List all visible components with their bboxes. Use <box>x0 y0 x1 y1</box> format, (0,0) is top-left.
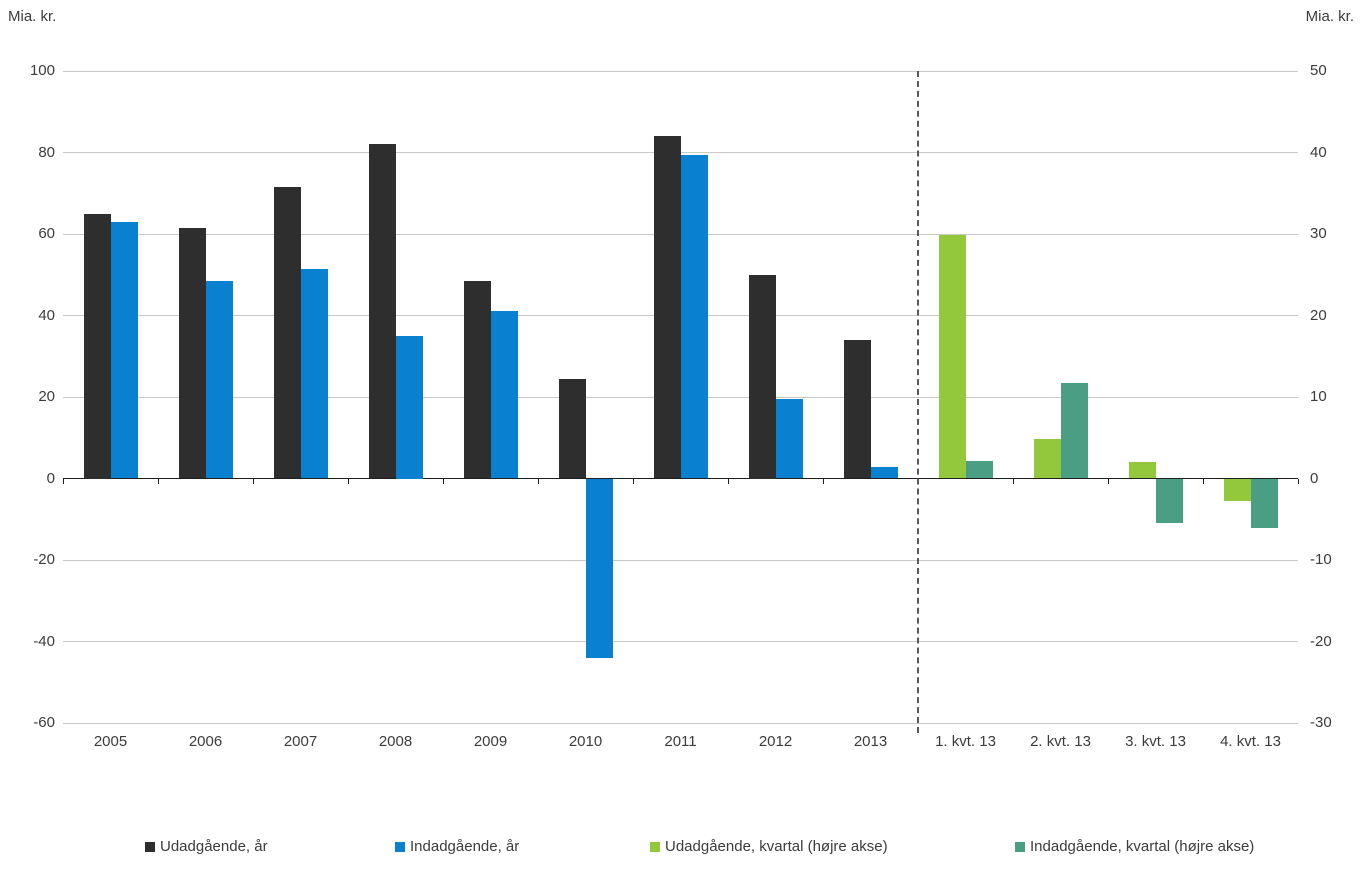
left-axis-tick-label: -60 <box>33 714 55 731</box>
x-axis-category-label: 3. kvt. 13 <box>1125 733 1186 750</box>
bar-indadgående-år <box>680 154 708 479</box>
bar-indadgående-kvartal-højre-akse- <box>1155 478 1183 523</box>
left-axis-tick-label: -40 <box>33 632 55 650</box>
left-axis-tick-label: 20 <box>38 388 55 405</box>
bar-udadgående-år <box>558 378 586 479</box>
right-axis-tick-label: 20 <box>1310 306 1327 324</box>
bar-indadgående-år <box>110 221 138 479</box>
legend-item: Indadgående, kvartal (højre akse) <box>1015 838 1254 855</box>
x-axis-tickmark <box>158 478 159 484</box>
x-axis-category-label: 2009 <box>473 733 508 750</box>
right-axis-unit-label: Mia. kr. <box>1305 8 1354 25</box>
bar-udadgående-år <box>83 213 111 479</box>
legend-item: Udadgående, år <box>145 838 268 855</box>
legend-item: Udadgående, kvartal (højre akse) <box>650 838 888 855</box>
bar-indadgående-år <box>870 467 898 479</box>
bar-udadgående-år <box>748 274 776 479</box>
x-axis-tickmark <box>1108 478 1109 484</box>
left-axis-tick-label: -20 <box>33 551 55 568</box>
x-axis-tickmark <box>1298 478 1299 484</box>
gridline <box>63 70 1298 72</box>
gridline <box>63 152 1298 153</box>
left-axis-tick-label: 80 <box>38 143 55 161</box>
bar-indadgående-år <box>395 335 423 479</box>
x-axis-category-label: 2006 <box>188 733 223 750</box>
legend-label: Udadgående, kvartal (højre akse) <box>665 838 888 855</box>
right-axis-tick-label: 40 <box>1310 143 1327 161</box>
right-axis-tick-label: -10 <box>1310 551 1332 568</box>
bar-udadgående-år <box>273 187 301 479</box>
x-axis-category-label: 2011 <box>664 733 697 750</box>
x-axis-tickmark <box>823 478 824 484</box>
right-axis-tick-label: 50 <box>1310 62 1327 79</box>
left-axis-tick-label: 0 <box>46 469 55 487</box>
bar-udadgående-kvartal-højre-akse- <box>1128 462 1156 479</box>
legend-item: Indadgående, år <box>395 838 519 855</box>
legend-swatch-icon <box>395 841 405 852</box>
right-axis-tick-label: 0 <box>1310 469 1319 487</box>
x-axis-tickmark <box>63 478 64 484</box>
x-axis-tickmark <box>1203 478 1204 484</box>
x-axis-category-label: 4. kvt. 13 <box>1220 733 1281 750</box>
bar-indadgående-år <box>205 280 233 479</box>
legend-swatch-icon <box>145 841 155 852</box>
bar-indadgående-år <box>775 399 803 479</box>
bar-indadgående-år <box>300 268 328 479</box>
right-axis-tick-label: 30 <box>1310 225 1327 242</box>
bar-indadgående-kvartal-højre-akse- <box>1250 478 1278 529</box>
gridline <box>63 559 1298 561</box>
x-axis-category-label: 2010 <box>568 733 603 750</box>
x-axis-tickmark <box>728 478 729 484</box>
gridline <box>63 722 1298 724</box>
legend-swatch-icon <box>1015 841 1025 852</box>
bar-udadgående-år <box>653 136 681 479</box>
bar-udadgående-år <box>178 227 206 479</box>
x-axis-category-label: 2. kvt. 13 <box>1030 733 1091 750</box>
bar-udadgående-kvartal-højre-akse- <box>938 234 966 479</box>
left-axis-tick-label: 100 <box>29 62 55 79</box>
x-axis-category-label: 2008 <box>378 733 413 750</box>
left-axis-tick-label: 60 <box>38 225 55 242</box>
legend-label: Udadgående, år <box>160 838 268 855</box>
legend-swatch-icon <box>650 841 660 852</box>
x-axis-line <box>63 478 1298 479</box>
bar-indadgående-kvartal-højre-akse- <box>965 460 993 479</box>
left-axis-tick-label: 40 <box>38 306 55 324</box>
gridline <box>63 641 1298 642</box>
legend-label: Indadgående, kvartal (højre akse) <box>1030 838 1255 855</box>
bar-udadgående-kvartal-højre-akse- <box>1223 478 1251 502</box>
bar-udadgående-kvartal-højre-akse- <box>1033 439 1061 479</box>
x-axis-tickmark <box>443 478 444 484</box>
x-axis-category-label: 2012 <box>758 733 793 750</box>
left-axis-unit-label: Mia. kr. <box>8 8 57 25</box>
x-axis-tickmark <box>253 478 254 484</box>
x-axis-category-label: 2013 <box>853 733 888 750</box>
bar-indadgående-år <box>585 478 613 658</box>
bar-indadgående-år <box>490 311 518 479</box>
right-axis-tick-label: 10 <box>1310 388 1327 405</box>
right-axis-tick-label: -30 <box>1310 714 1332 731</box>
x-axis-tickmark <box>348 478 349 484</box>
bar-udadgående-år <box>463 280 491 479</box>
bar-udadgående-år <box>368 144 396 479</box>
right-axis-tick-label: -20 <box>1310 632 1332 650</box>
x-axis-tickmark <box>633 478 634 484</box>
annual-quarterly-separator-line <box>917 71 919 733</box>
bar-udadgående-år <box>843 339 871 479</box>
x-axis-category-label: 1. kvt. 13 <box>935 733 996 750</box>
legend-label: Indadgående, år <box>410 838 520 855</box>
x-axis-tickmark <box>538 478 539 484</box>
x-axis-tickmark <box>1013 478 1014 484</box>
bar-indadgående-kvartal-højre-akse- <box>1060 383 1088 479</box>
x-axis-category-label: 2007 <box>283 733 318 750</box>
x-axis-category-label: 2005 <box>93 733 128 750</box>
